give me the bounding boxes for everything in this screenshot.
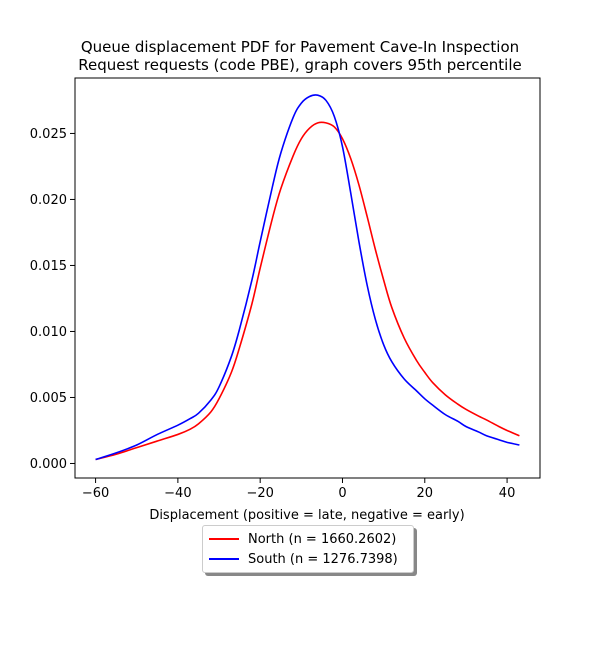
x-tick-label: 20 [417,486,434,501]
y-tick-label: 0.000 [30,457,67,472]
y-tick-label: 0.020 [30,193,67,208]
y-tick-label: 0.015 [30,259,67,274]
x-tick-label: 40 [499,486,516,501]
x-tick-label: −20 [246,486,273,501]
y-tick-label: 0.005 [30,391,67,406]
plot-area-frame [74,77,541,479]
series-lines [95,94,520,461]
legend-swatch-north [209,538,239,540]
chart-title-line-1: Queue displacement PDF for Pavement Cave… [80,38,520,56]
chart-title-line-2: Request requests (code PBE), graph cover… [78,56,522,74]
x-tick-label: −60 [82,486,109,501]
x-axis-label: Displacement (positive = late, negative … [149,508,464,523]
y-tick-label: 0.025 [30,127,67,142]
x-tick-label: −40 [164,486,191,501]
x-axis-ticks: −60 −40 −20 0 20 40 [82,478,515,501]
series-line-north [95,121,520,461]
legend-swatch-south [209,558,239,560]
legend-label-north: North (n = 1660.2602) [248,531,397,547]
legend-entry-north: North (n = 1660.2602) [209,529,396,549]
series-line-south [95,94,520,461]
y-axis-ticks: 0.000 0.005 0.010 0.015 0.020 0.025 [30,127,75,472]
y-tick-label: 0.010 [30,325,67,340]
legend-entry-south: South (n = 1276.7398) [209,549,398,569]
legend-label-south: South (n = 1276.7398) [248,551,398,567]
legend: North (n = 1660.2602) South (n = 1276.73… [202,525,414,573]
x-tick-label: 0 [338,486,346,501]
